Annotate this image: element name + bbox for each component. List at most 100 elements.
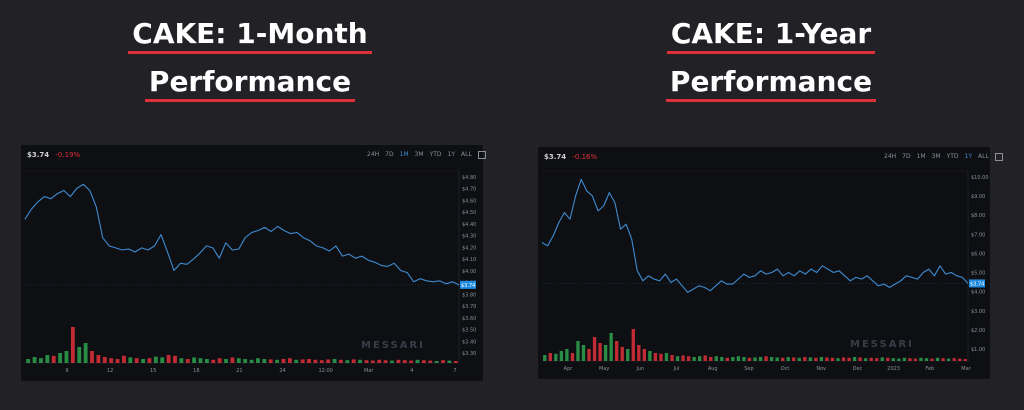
price-point (709, 290, 711, 292)
price-point (659, 280, 661, 282)
price-point (827, 268, 829, 270)
volume-bar (731, 357, 735, 361)
x-tick-label: Aug (708, 366, 718, 372)
price-point (335, 245, 337, 247)
price-point (212, 247, 214, 249)
volume-bar (781, 357, 785, 361)
price-point (219, 257, 220, 259)
tf-1y[interactable]: 1Y (964, 153, 973, 160)
y-tick-label: $3.60 (462, 316, 476, 322)
price-point (57, 193, 58, 194)
price-point (257, 230, 259, 231)
price-point (322, 247, 324, 249)
volume-bar (808, 357, 812, 361)
tf-3m[interactable]: 3M (931, 153, 941, 160)
price-point (777, 268, 778, 270)
volume-bar (753, 357, 757, 361)
volume-bar (307, 359, 311, 363)
price-point (173, 270, 175, 271)
price-point (849, 280, 851, 282)
volume-bar (958, 358, 962, 361)
tf-all[interactable]: ALL (461, 151, 472, 158)
price-point (154, 245, 155, 247)
price-point (342, 255, 343, 257)
heading-left: CAKE: 1-Month Performance (50, 12, 450, 108)
volume-bar (703, 355, 707, 361)
price-header: $3.74 -0.19% (27, 151, 80, 159)
price-point (393, 263, 395, 264)
x-tick-label: 2023 (887, 366, 900, 372)
y-tick-label: $6.00 (971, 251, 985, 257)
volume-bar (153, 356, 158, 363)
tf-1m[interactable]: 1M (916, 153, 926, 160)
price-point (575, 195, 576, 197)
volume-bar (670, 355, 674, 361)
price-point (580, 179, 582, 180)
volume-bar (128, 357, 133, 363)
volume-bar (90, 351, 94, 363)
x-tick-label: Jun (635, 366, 644, 372)
price-point (70, 196, 71, 197)
volume-bar (847, 357, 851, 361)
chart-1year-svg: $10.00 $9.00 $8.00 $7.00 $6.00 $5.00 $4.00 $3.0… (541, 170, 989, 372)
price-point (586, 190, 588, 192)
volume-bar (963, 359, 967, 361)
y-tick-label: $4.70 (462, 187, 476, 193)
volume-bar (256, 358, 260, 363)
price-point (861, 278, 862, 280)
price-point (648, 275, 649, 277)
volume-bar (198, 358, 203, 363)
tf-7d[interactable]: 7D (902, 153, 911, 160)
tf-all[interactable]: ALL (978, 153, 989, 160)
volume-bar (32, 357, 37, 363)
price-point (922, 272, 924, 273)
messari-watermark: MESSARI (361, 340, 425, 351)
volume-bar (620, 347, 624, 361)
volume-bar (825, 357, 829, 361)
volume-bar (775, 357, 779, 361)
tf-3m[interactable]: 3M (414, 151, 424, 158)
price-point (206, 245, 207, 247)
price-point (432, 281, 434, 283)
price-point (665, 273, 666, 275)
price-point (967, 283, 969, 284)
price-point (558, 222, 560, 223)
price-point (303, 237, 304, 238)
tf-24h[interactable]: 24H (367, 151, 380, 158)
tf-1m[interactable]: 1M (399, 151, 409, 158)
price-point (631, 238, 632, 240)
price-tag-label: $3.74 (461, 283, 475, 289)
volume-bar (698, 356, 702, 361)
volume-bar (681, 355, 685, 361)
price-point (956, 275, 958, 277)
price-point (439, 280, 440, 282)
volume-bar (880, 357, 884, 361)
volume-bar (941, 358, 945, 361)
price-point (564, 212, 565, 213)
y-tick-label: $3.00 (971, 309, 985, 315)
calendar-icon[interactable] (994, 153, 1003, 161)
x-tick-label: 15 (150, 368, 156, 374)
tf-ytd[interactable]: YTD (429, 151, 442, 158)
volume-bar (345, 360, 350, 363)
volume-bar (287, 358, 292, 363)
timeframe-selector: 24H 7D 1M 3M YTD 1Y ALL (884, 153, 1003, 161)
price-point (309, 240, 311, 242)
tf-1y[interactable]: 1Y (447, 151, 456, 158)
tf-24h[interactable]: 24H (884, 153, 897, 160)
volume-bar (77, 347, 82, 363)
price-point (361, 255, 363, 257)
volume-bar (236, 358, 241, 363)
volume-bar (565, 349, 569, 361)
price-point (102, 237, 104, 238)
price-point (603, 205, 604, 207)
price-point (592, 195, 593, 197)
calendar-icon[interactable] (477, 151, 486, 159)
volume-bar (830, 357, 835, 361)
price-point (82, 184, 84, 185)
price-point (732, 283, 733, 285)
tf-ytd[interactable]: YTD (946, 153, 959, 160)
price-point (945, 273, 946, 275)
messari-watermark: MESSARI (850, 339, 914, 350)
tf-7d[interactable]: 7D (385, 151, 394, 158)
